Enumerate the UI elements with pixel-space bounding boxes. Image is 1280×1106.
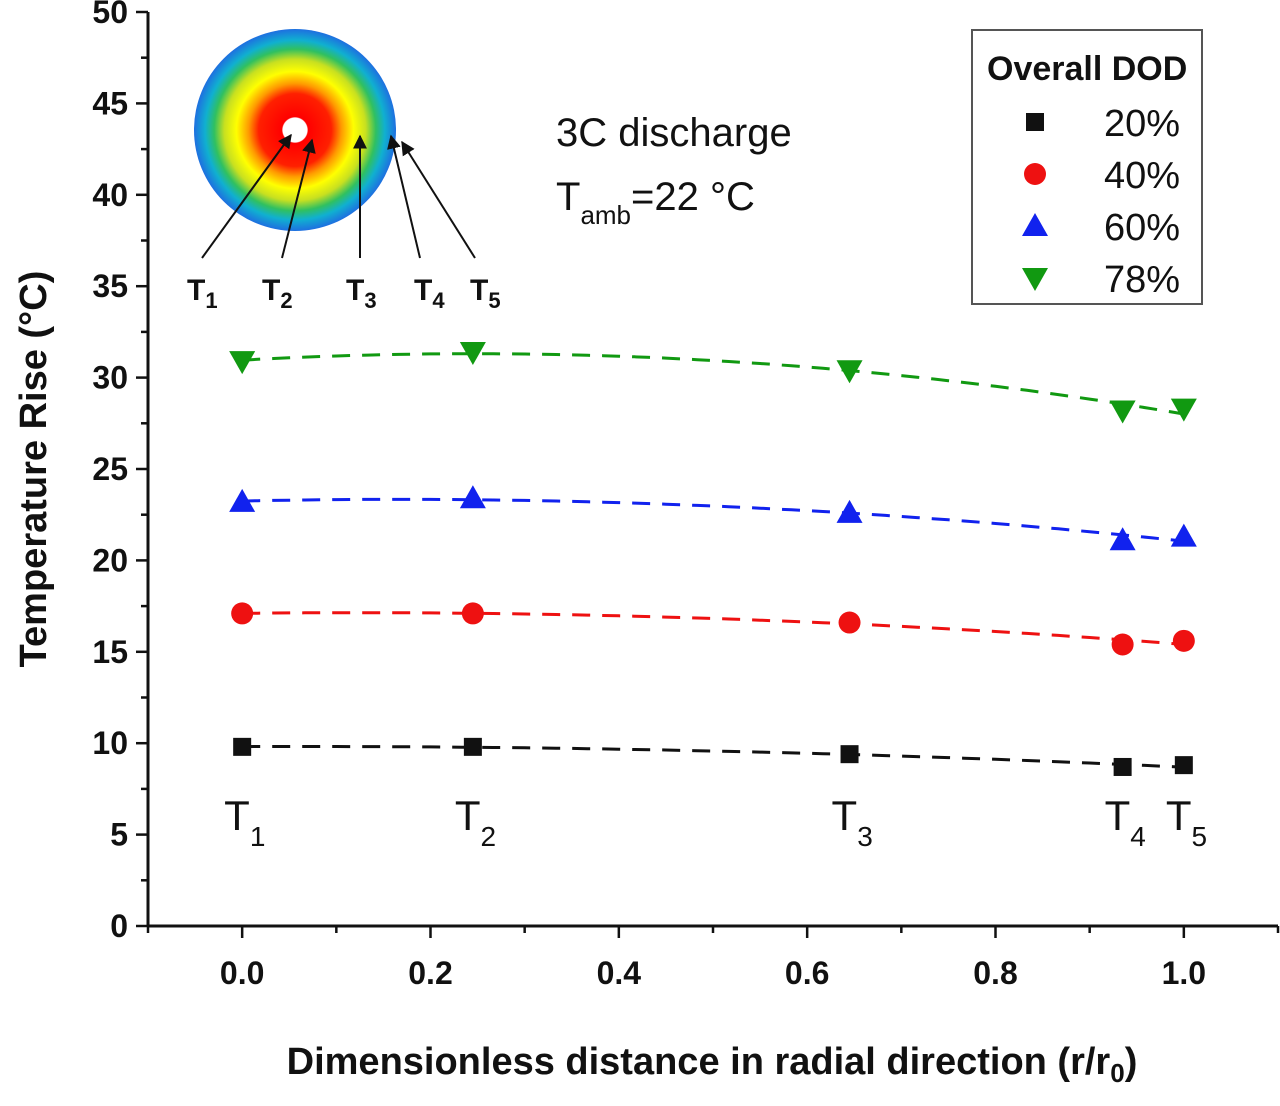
position-label: T5 xyxy=(1166,792,1207,852)
data-point-40pct xyxy=(1111,633,1134,656)
fit-curve-40pct xyxy=(242,611,1184,646)
data-point-20pct xyxy=(840,745,859,764)
y-tick-label: 35 xyxy=(92,268,128,304)
data-point-40pct xyxy=(231,602,254,625)
data-point-60pct xyxy=(459,485,486,509)
y-tick-label: 40 xyxy=(92,177,128,213)
legend-label-60pct: 60% xyxy=(1104,207,1180,249)
legend-marker-78pct xyxy=(1022,268,1048,291)
data-point-78pct xyxy=(459,342,486,366)
data-point-60pct xyxy=(836,499,863,523)
legend-label-20pct: 20% xyxy=(1104,103,1180,145)
x-axis-ticks: 0.0 0.2 0.4 0.6 0.8 1.0 xyxy=(146,926,1280,991)
position-labels: T1 T2 T3 T4 T5 xyxy=(224,792,1207,852)
x-axis-title: Dimensionless distance in radial directi… xyxy=(287,1041,1138,1088)
inset-arrow-t2 xyxy=(281,138,316,259)
legend-box xyxy=(971,29,1203,305)
x-tick-label: 0.6 xyxy=(785,955,829,991)
position-label: T4 xyxy=(1105,792,1146,852)
data-point-60pct xyxy=(1109,527,1136,551)
position-label: T2 xyxy=(455,792,496,852)
y-tick-label: 0 xyxy=(110,908,128,944)
data-point-20pct xyxy=(233,737,252,756)
data-point-20pct xyxy=(463,737,482,756)
y-tick-label: 15 xyxy=(92,634,128,670)
data-markers xyxy=(229,342,1197,776)
legend-label-40pct: 40% xyxy=(1104,155,1180,197)
inset-label-t4: T4 xyxy=(414,274,445,313)
position-label: T1 xyxy=(224,792,265,852)
data-point-40pct xyxy=(1172,629,1195,652)
legend-items: 20% 40% 60% 78% xyxy=(1022,103,1180,301)
legend-marker-20pct xyxy=(1026,113,1044,131)
ambient-temperature-annotation: Tamb=22 °C xyxy=(556,175,755,230)
legend: Overall DOD 20% 40% 60% 78% xyxy=(971,29,1203,305)
discharge-annotation: 3C discharge xyxy=(556,111,792,155)
y-tick-label: 50 xyxy=(92,0,128,30)
legend-marker-40pct xyxy=(1024,163,1046,185)
inset-label-t5: T5 xyxy=(470,274,501,313)
legend-label-78pct: 78% xyxy=(1104,259,1180,301)
cell-cross-section-disc xyxy=(194,29,396,231)
position-label: T3 xyxy=(832,792,873,852)
y-tick-label: 20 xyxy=(92,542,128,578)
fit-curve-60pct xyxy=(242,497,1184,543)
data-point-78pct xyxy=(1170,398,1197,422)
data-point-78pct xyxy=(836,360,863,384)
y-tick-label: 45 xyxy=(92,85,128,121)
fit-curves xyxy=(242,352,1185,769)
data-point-40pct xyxy=(461,602,484,625)
y-axis-ticks: 0 5 10 15 20 25 30 35 40 45 50 xyxy=(92,0,148,944)
y-tick-label: 25 xyxy=(92,451,128,487)
x-tick-label: 0.4 xyxy=(597,955,642,991)
x-tick-label: 0.2 xyxy=(408,955,452,991)
y-tick-label: 10 xyxy=(92,725,128,761)
y-tick-label: 30 xyxy=(92,360,128,396)
inset-arrow-t5 xyxy=(401,140,476,259)
fit-curve-78pct xyxy=(242,352,1185,416)
x-tick-label: 1.0 xyxy=(1162,955,1206,991)
data-point-20pct xyxy=(1113,757,1132,776)
fit-curve-20pct xyxy=(242,745,1184,769)
data-point-40pct xyxy=(838,611,861,634)
data-point-20pct xyxy=(1174,756,1193,775)
cell-cross-section-inset: T1 T2 T3 T4 T5 xyxy=(187,29,501,313)
inset-label-t2: T2 xyxy=(262,274,293,313)
x-tick-label: 0.0 xyxy=(220,955,264,991)
data-point-78pct xyxy=(229,351,256,375)
data-point-78pct xyxy=(1109,400,1136,424)
legend-title: Overall DOD xyxy=(987,50,1187,88)
inset-label-t3: T3 xyxy=(346,274,377,313)
x-tick-label: 0.8 xyxy=(973,955,1017,991)
legend-marker-60pct xyxy=(1022,213,1048,236)
data-point-60pct xyxy=(229,488,256,512)
inset-arrow-t1 xyxy=(201,133,292,259)
y-tick-label: 5 xyxy=(110,817,128,853)
data-point-60pct xyxy=(1170,523,1197,547)
inset-arrow-t4 xyxy=(387,134,421,259)
y-axis-title: Temperature Rise (°C) xyxy=(13,271,55,668)
inset-label-t1: T1 xyxy=(187,274,218,313)
